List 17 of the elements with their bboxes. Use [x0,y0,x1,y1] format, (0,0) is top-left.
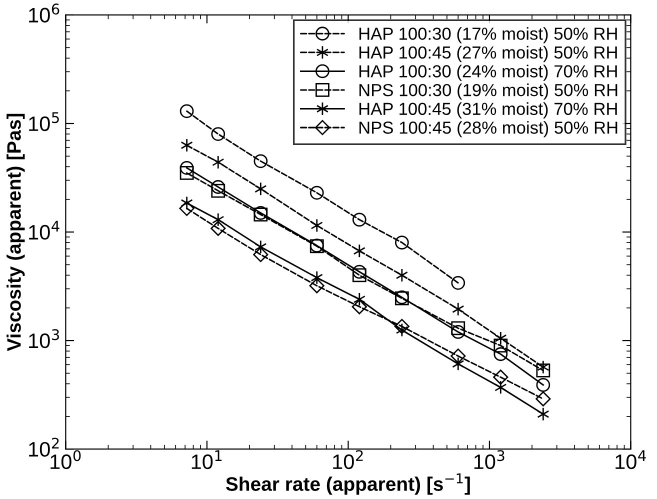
x-tick-label: 10$^{2}$ [333,450,363,470]
x-tick-label: 10$^{0}$ [50,450,81,470]
y-tick-label: 10$^{5}$ [29,112,59,132]
y-tick-label: 10$^{3}$ [29,329,59,348]
x-tick-label: 10$^{3}$ [474,450,504,470]
x-tick-label: 10$^{4}$ [616,450,646,470]
y-tick-label: 10$^{4}$ [29,220,60,240]
legend-label: HAP 100:30 (24% moist) 70% RH [359,64,617,81]
x-axis-title: Shear rate (apparent) [s$^{−1}$] [226,473,470,495]
legend-label: HAP 100:45 (27% moist) 50% RH [359,46,617,62]
y-tick-label: 10$^{6}$ [29,4,60,23]
legend-label: NPS 100:30 (19% moist) 50% RH [359,83,618,100]
legend-label: HAP 100:45 (31% moist) 70% RH [359,102,617,118]
x-tick-label: 10$^{1}$ [192,450,222,470]
legend-label: HAP 100:30 (17% moist) 50% RH [359,27,617,44]
y-axis-title: Viscosity (apparent) [Pas] [6,114,25,352]
legend-label: NPS 100:45 (28% moist) 50% RH [359,121,618,138]
